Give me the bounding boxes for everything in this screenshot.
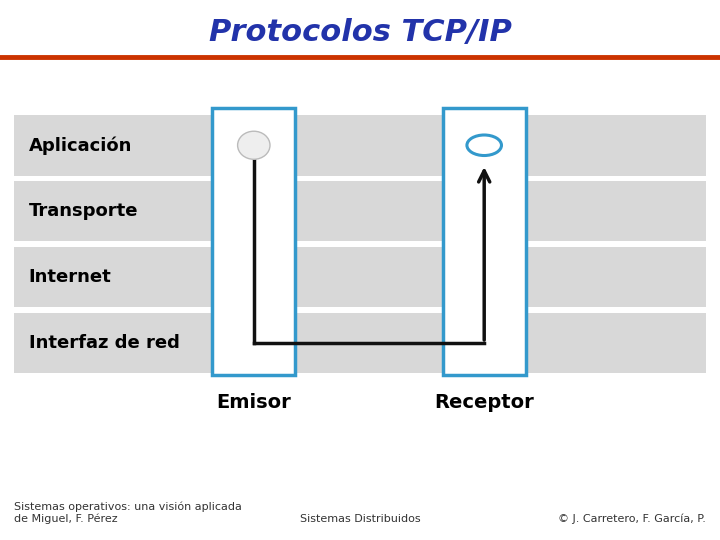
Text: © J. Carretero, F. García, P.: © J. Carretero, F. García, P. — [558, 514, 706, 524]
Text: Receptor: Receptor — [434, 393, 534, 412]
Text: Protocolos TCP/IP: Protocolos TCP/IP — [209, 18, 511, 47]
Bar — [443, 108, 526, 375]
Text: Emisor: Emisor — [217, 393, 291, 412]
Bar — [14, 313, 706, 373]
Bar — [14, 115, 706, 176]
Text: Aplicación: Aplicación — [29, 136, 132, 154]
Text: Transporte: Transporte — [29, 202, 138, 220]
Text: Sistemas operativos: una visión aplicada
de Miguel, F. Pérez: Sistemas operativos: una visión aplicada… — [14, 501, 242, 524]
Bar — [212, 108, 295, 375]
Text: Sistemas Distribuidos: Sistemas Distribuidos — [300, 514, 420, 524]
Text: Interfaz de red: Interfaz de red — [29, 334, 180, 352]
Text: Internet: Internet — [29, 268, 112, 286]
Bar — [14, 247, 706, 307]
Bar — [14, 181, 706, 241]
Ellipse shape — [238, 131, 270, 159]
Ellipse shape — [467, 135, 501, 156]
